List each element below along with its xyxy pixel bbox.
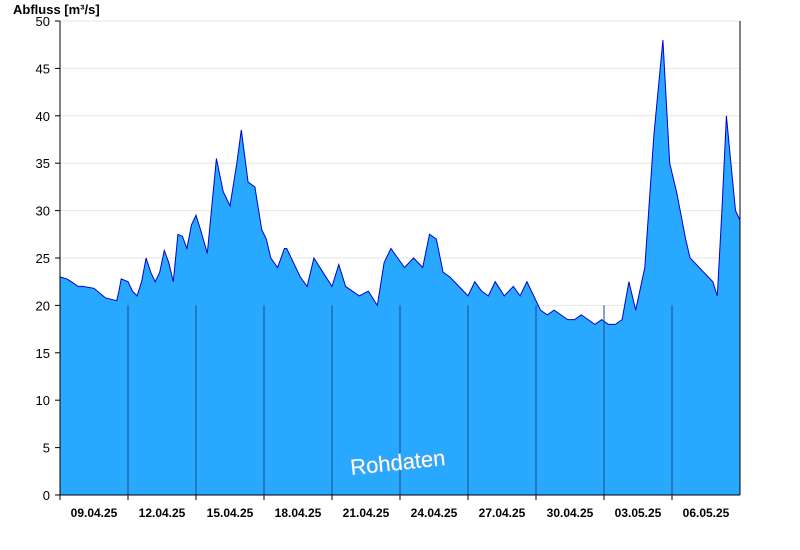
x-tick-label: 03.05.25 xyxy=(615,506,662,520)
y-tick-label: 0 xyxy=(43,488,50,503)
day-separator-lines xyxy=(127,305,673,495)
y-tick-label: 45 xyxy=(36,61,50,76)
x-tick-label: 21.04.25 xyxy=(343,506,390,520)
series-fill xyxy=(60,40,740,495)
x-tick-label: 12.04.25 xyxy=(139,506,186,520)
x-tick-label: 06.05.25 xyxy=(683,506,730,520)
y-axis-title: Abfluss [m³/s] xyxy=(13,2,100,17)
y-tick-label: 50 xyxy=(36,14,50,29)
x-tick-label: 15.04.25 xyxy=(207,506,254,520)
y-tick-label: 35 xyxy=(36,156,50,171)
x-tick-label: 27.04.25 xyxy=(479,506,526,520)
series-area xyxy=(59,39,741,495)
y-tick-label: 5 xyxy=(43,441,50,456)
x-tick-label: 18.04.25 xyxy=(275,506,322,520)
x-tick-labels: 09.04.25 12.04.25 15.04.25 18.04.25 21.04.25… xyxy=(71,506,730,520)
series-line xyxy=(59,39,741,326)
x-tick-label: 24.04.25 xyxy=(411,506,458,520)
axes xyxy=(55,20,741,500)
x-tick-label: 09.04.25 xyxy=(71,506,118,520)
x-tick-label: 30.04.25 xyxy=(547,506,594,520)
y-tick-label: 30 xyxy=(36,204,50,219)
y-tick-label: 20 xyxy=(36,298,50,313)
y-tick-label: 25 xyxy=(36,251,50,266)
y-tick-label: 15 xyxy=(36,346,50,361)
y-tick-label: 10 xyxy=(36,393,50,408)
y-tick-labels: 0 5 10 15 20 25 30 35 40 45 50 xyxy=(36,14,50,503)
y-tick-label: 40 xyxy=(36,109,50,124)
